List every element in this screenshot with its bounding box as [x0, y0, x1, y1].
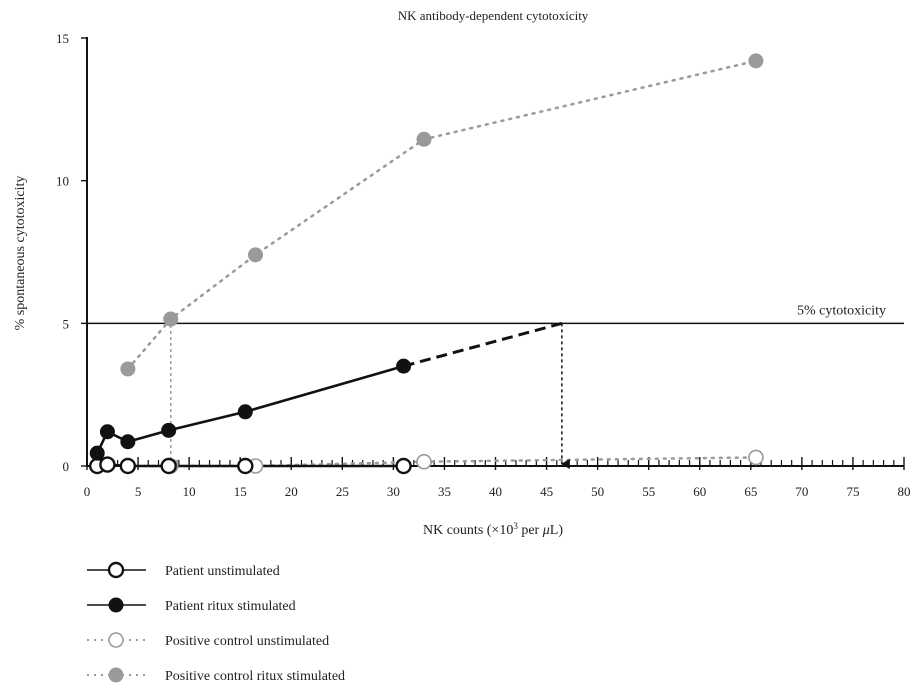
legend-label: Patient ritux stimulated: [165, 599, 296, 614]
x-tick-label: 45: [540, 484, 553, 499]
x-tick-label: 60: [693, 484, 706, 499]
y-tick-label: 15: [56, 31, 69, 46]
x-tick-label: 40: [489, 484, 502, 499]
legend-item-positive-control-unstimulated: Positive control unstimulated: [87, 632, 329, 649]
marker-positive-control-ritux-stimulated: [120, 361, 136, 377]
x-tick-label: 80: [898, 484, 911, 499]
x-axis-label: NK counts (×103 per μL): [423, 521, 563, 538]
y-tick-label: 0: [63, 459, 70, 474]
tick-labels: 0 5 10 15 20 25 30 35 40 45 50 55 60 65 70 75 80 0 5 10 15: [56, 31, 911, 499]
x-tick-label: 65: [744, 484, 757, 499]
legend-label: Positive control ritux stimulated: [165, 669, 345, 684]
x-tick-label: 10: [183, 484, 196, 499]
marker-patient-ritux-stimulated: [120, 434, 136, 450]
legend-label: Patient unstimulated: [165, 564, 280, 579]
legend-swatch-marker: [108, 632, 124, 648]
x-tick-label: 35: [438, 484, 451, 499]
axes: [86, 37, 904, 467]
ticks: [81, 37, 905, 470]
x-tick-label: 50: [591, 484, 604, 499]
marker-patient-unstimulated: [119, 457, 137, 475]
marker-patient-ritux-stimulated: [89, 445, 105, 461]
marker-patient-unstimulated: [160, 457, 177, 475]
x-tick-label: 75: [846, 484, 859, 499]
marker-positive-control-ritux-stimulated: [163, 311, 179, 327]
legend-label: Positive control unstimulated: [165, 634, 329, 649]
y-axis-label: % spontaneous cytotoxicity: [13, 176, 28, 331]
legend-swatch-marker: [108, 597, 124, 613]
marker-patient-ritux-stimulated: [99, 424, 115, 440]
plot-markers: [89, 53, 764, 475]
threshold-group: 5% cytotoxicity: [87, 303, 904, 325]
marker-positive-control-unstimulated: [748, 449, 764, 466]
legend: Patient unstimulated Patient ritux stimul…: [87, 561, 345, 684]
plot-arrows: [169, 319, 570, 469]
marker-patient-unstimulated: [395, 457, 412, 475]
legend-swatch-marker: [108, 667, 124, 683]
marker-patient-ritux-stimulated: [237, 404, 253, 420]
x-tick-label: 5: [135, 484, 142, 499]
plot-lines: [95, 59, 758, 468]
y-tick-label: 5: [63, 316, 70, 331]
x-tick-label: 30: [387, 484, 400, 499]
series-line-positive-control-ritux-stimulated: [126, 59, 758, 371]
extrapolation-line: [403, 321, 563, 368]
legend-item-positive-control-ritux-stimulated: Positive control ritux stimulated: [87, 667, 345, 684]
marker-patient-ritux-stimulated: [161, 422, 177, 438]
marker-patient-unstimulated: [237, 457, 254, 475]
marker-patient-unstimulated: [99, 456, 116, 473]
chart-title: NK antibody-dependent cytotoxicity: [398, 8, 589, 23]
x-tick-label: 55: [642, 484, 655, 499]
marker-positive-control-ritux-stimulated: [248, 247, 264, 263]
marker-positive-control-ritux-stimulated: [748, 53, 764, 69]
x-tick-label: 20: [285, 484, 298, 499]
marker-patient-ritux-stimulated: [396, 358, 412, 374]
y-tick-label: 10: [56, 174, 69, 189]
x-tick-label: 25: [336, 484, 349, 499]
marker-positive-control-ritux-stimulated: [416, 131, 432, 147]
x-tick-label: 15: [234, 484, 247, 499]
legend-item-patient-unstimulated: Patient unstimulated: [87, 561, 280, 579]
x-tick-label: 70: [795, 484, 808, 499]
legend-swatch-marker: [107, 561, 125, 579]
threshold-label: 5% cytotoxicity: [797, 303, 886, 318]
x-tick-label: 0: [84, 484, 91, 499]
marker-positive-control-unstimulated: [416, 453, 432, 470]
legend-item-patient-ritux-stimulated: Patient ritux stimulated: [87, 597, 296, 614]
